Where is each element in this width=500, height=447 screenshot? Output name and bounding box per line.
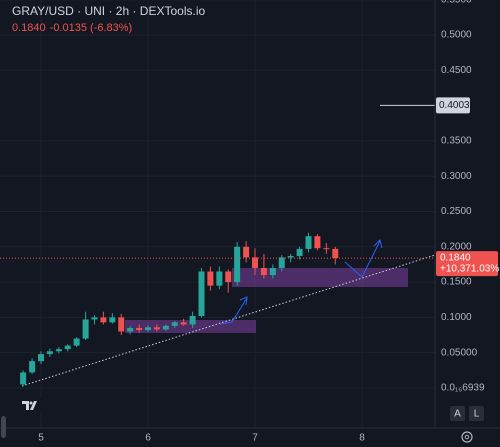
scale-button-label[interactable]: L — [474, 409, 480, 420]
candle-body — [252, 257, 259, 268]
candle-body — [20, 372, 27, 385]
candle-body — [180, 322, 187, 325]
last-price-tag — [436, 251, 498, 277]
y-tick-label: 0.1500 — [441, 277, 472, 288]
candle-body — [37, 354, 44, 362]
candle-body — [225, 271, 232, 283]
last-bar: 0.1840 — [12, 22, 46, 34]
y-tick-label: 0.5000 — [441, 30, 472, 41]
arrow — [344, 240, 381, 278]
trend-line — [21, 254, 436, 387]
candle-body — [269, 267, 276, 276]
axes: 0.5500 0.5000 0.4500 0.3500 0.3000 0.2500 0.20… — [38, 0, 499, 444]
candle-body — [82, 319, 89, 339]
candle-body — [55, 349, 62, 352]
chart-title: GRAY/USD · UNI · 2h · DEXTools.io — [12, 4, 205, 18]
candle-body — [100, 317, 107, 323]
y-tick-label: 0.5500 — [441, 0, 472, 5]
logo — [20, 398, 42, 412]
y-tick-label: 0.3000 — [441, 171, 472, 182]
candle-body — [171, 322, 178, 326]
candle-body — [314, 236, 321, 249]
candle-body — [287, 255, 294, 258]
candle-body — [46, 351, 53, 355]
y-tick-label: 0.2000 — [441, 241, 472, 252]
candle-body — [278, 257, 285, 268]
y-tick-label: 0.0₁₆6939 — [441, 383, 485, 394]
y-tick-label: 0.05000 — [441, 347, 478, 358]
candle-body — [260, 267, 267, 276]
candle-body — [323, 248, 330, 250]
grid — [0, 0, 435, 428]
y-tick-label: 0.1000 — [441, 312, 472, 323]
candle-body — [305, 236, 312, 249]
arrow — [219, 297, 248, 325]
candle-body — [332, 248, 339, 259]
last-price-label: 0.1840 — [440, 253, 471, 264]
candle-body — [153, 327, 160, 330]
price-line-tag — [436, 97, 470, 114]
candle-body — [216, 271, 223, 286]
candle-body — [109, 317, 116, 323]
candles — [0, 104, 435, 387]
x-tick-label: 6 — [145, 433, 151, 444]
candle-body — [198, 271, 205, 316]
x-tick-label: 5 — [38, 433, 44, 444]
zone-box — [232, 268, 408, 287]
candle-body — [127, 327, 134, 332]
candle-body — [144, 327, 151, 331]
x-tick-label: 7 — [252, 433, 258, 444]
candle-body — [234, 246, 241, 283]
y-tick-label: 0.2500 — [441, 206, 472, 217]
scrollbar[interactable] — [1, 416, 6, 438]
candle-body — [207, 271, 214, 286]
y-tick-label: 0.3500 — [441, 136, 472, 147]
settings-icon[interactable] — [461, 431, 473, 443]
candle-body — [118, 317, 125, 332]
candle-body — [296, 248, 303, 256]
scale-button-label[interactable]: A — [454, 409, 461, 420]
x-tick-label: 8 — [359, 433, 365, 444]
arrow-head — [373, 239, 383, 249]
scale-button[interactable] — [450, 406, 465, 421]
price-line-label: 0.4003 — [439, 100, 470, 111]
candle-body — [29, 361, 36, 373]
last-price-change: +10,371.03% — [440, 264, 499, 275]
candle-body — [73, 338, 80, 346]
candle-body — [64, 345, 71, 350]
candle-body — [136, 327, 143, 331]
last-change: -0.0135 (-6.83%) — [50, 22, 133, 34]
y-tick-label: 0.4500 — [441, 65, 472, 76]
arrow-head — [239, 296, 248, 306]
scale-button[interactable] — [469, 406, 484, 421]
candle-body — [189, 315, 196, 325]
candle-body — [91, 317, 98, 320]
candle-body — [243, 246, 250, 258]
price-axis — [435, 0, 500, 447]
candle-body — [162, 325, 169, 330]
